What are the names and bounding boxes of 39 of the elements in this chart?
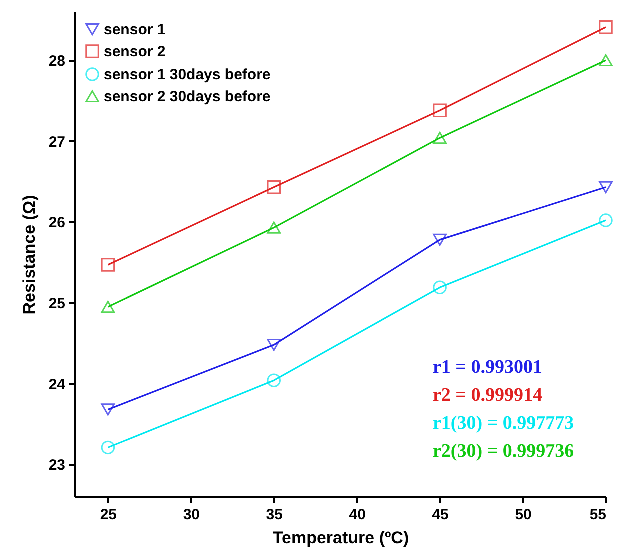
x-tick-label: 45 bbox=[432, 506, 449, 524]
x-tick-label: 30 bbox=[183, 506, 200, 524]
point bbox=[101, 440, 116, 455]
point bbox=[101, 258, 116, 272]
y-tick-label: 26 bbox=[48, 214, 66, 232]
point bbox=[433, 104, 447, 118]
point bbox=[101, 300, 116, 314]
point bbox=[267, 180, 281, 194]
x-axis-title: Temperature (ºC) bbox=[272, 528, 410, 548]
y-tick-label: 25 bbox=[48, 296, 66, 312]
point bbox=[433, 234, 447, 246]
x-tick-label: 55 bbox=[590, 506, 606, 524]
point bbox=[599, 54, 613, 67]
y-tick-label: 23 bbox=[48, 457, 66, 474]
x-tick-label: 35 bbox=[266, 506, 283, 524]
legend-label: sensor 1 30days before bbox=[104, 66, 271, 84]
annotation: r2(30) = 0.999736 bbox=[433, 441, 574, 462]
x-tick-label: 40 bbox=[349, 506, 366, 524]
point bbox=[267, 374, 281, 388]
y-tick-label: 27 bbox=[48, 134, 66, 151]
point bbox=[433, 280, 447, 295]
y-tick-label: 28 bbox=[48, 53, 66, 70]
point bbox=[599, 181, 613, 194]
point bbox=[267, 222, 281, 234]
point bbox=[599, 214, 613, 228]
y-tick-label: 24 bbox=[48, 376, 66, 394]
point bbox=[267, 338, 281, 352]
point bbox=[433, 132, 447, 144]
annotation: r1(30) = 0.997773 bbox=[433, 413, 574, 434]
annotation: r2 = 0.999914 bbox=[433, 385, 544, 406]
y-axis-title: Resistance (Ω) bbox=[20, 195, 39, 315]
x-tick-label: 25 bbox=[100, 506, 118, 524]
legend-label: sensor 2 bbox=[104, 44, 166, 60]
point bbox=[599, 20, 613, 34]
annotation: r1 = 0.993001 bbox=[433, 357, 543, 378]
x-tick-label: 50 bbox=[515, 506, 532, 524]
legend-label: sensor 2 30days before bbox=[104, 88, 271, 106]
point bbox=[101, 404, 116, 416]
legend-label: sensor 1 bbox=[104, 22, 166, 38]
